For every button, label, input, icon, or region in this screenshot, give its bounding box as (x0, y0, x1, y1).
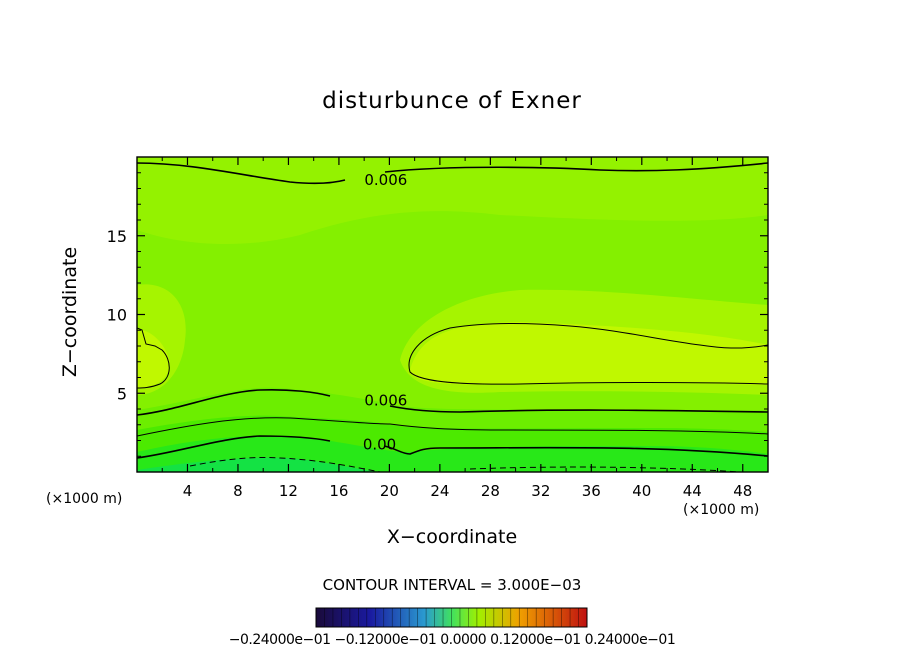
y-axis-label: Z−coordinate (59, 246, 81, 378)
contour-right-loop (408, 323, 768, 385)
x-tick-label: 36 (582, 482, 601, 500)
colorbar-ticks (315, 608, 588, 627)
x-tick-label: 28 (481, 482, 500, 500)
band-left-inner (137, 329, 170, 388)
y-tick-label: 10 (107, 306, 127, 325)
contour-top-right (384, 162, 768, 173)
colorbar-labels: −0.24000e−01 −0.12000e−01 0.0000 0.12000… (228, 632, 676, 648)
x-tick-label: 40 (632, 482, 651, 500)
contour-000 (137, 435, 331, 459)
x-tick-label: 44 (683, 482, 702, 500)
x-axis-label: X−coordinate (386, 526, 518, 548)
contour-top (137, 162, 346, 185)
x-tick-label: 24 (430, 482, 449, 500)
x-tick-label: 32 (531, 482, 550, 500)
x-axis: 4 8 12 16 20 24 28 32 36 40 44 48 (161, 157, 752, 500)
contour-fills (137, 157, 768, 472)
chart-title: disturbunce of Exner (322, 88, 582, 114)
x-tick-label: 8 (233, 482, 243, 500)
x-tick-label: 20 (380, 482, 399, 500)
x-tick-label: 4 (183, 482, 193, 500)
y-axis: 5 10 15 (107, 172, 768, 457)
y-tick-label: 15 (107, 227, 127, 246)
contour-left-loop (137, 327, 170, 389)
contour-labels: 0.006 0.006 0.00 (363, 171, 407, 454)
y-tick-label: 5 (117, 384, 127, 403)
contour-label: 0.006 (364, 392, 407, 410)
contour-negative-right (469, 466, 741, 472)
contour-000-right (383, 445, 768, 457)
x-tick-label: 16 (329, 482, 348, 500)
x-tick-label: 48 (733, 482, 752, 500)
contour-006-low-right (389, 405, 768, 413)
band-upper (137, 157, 768, 245)
band-right-bright (410, 322, 768, 385)
x-unit-right: (×1000 m) (683, 502, 760, 518)
contour-mid (137, 417, 768, 437)
contour-label: 0.006 (364, 171, 407, 189)
band-surface (137, 457, 380, 472)
contour-lines (137, 162, 768, 472)
contour-006-low (137, 389, 331, 416)
x-unit-left: (×1000 m) (46, 491, 123, 507)
contour-interval: CONTOUR INTERVAL = 3.000E−03 (322, 576, 582, 594)
contour-label: 0.00 (363, 436, 396, 454)
x-tick-label: 12 (279, 482, 298, 500)
contour-negative (189, 456, 381, 472)
